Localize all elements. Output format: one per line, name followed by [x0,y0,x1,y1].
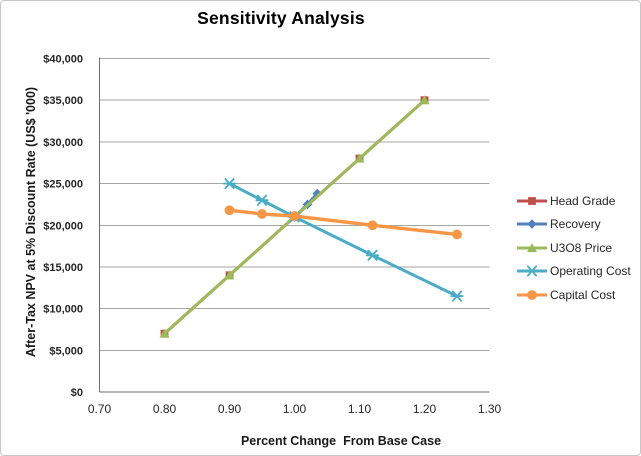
legend-item-operating-cost[interactable]: Operating Cost [516,260,631,284]
x-axis-title: Percent Change From Base Case [240,434,442,448]
legend-item-capital-cost[interactable]: Capital Cost [516,283,631,307]
legend-item-recovery[interactable]: Recovery [516,213,631,237]
circle-marker [289,211,300,221]
y-tick-label: $5,000 [49,345,83,357]
x-tick-label: 1.10 [348,402,372,416]
legend-label-head-grade: Head Grade [550,193,616,208]
legend-label-recovery: Recovery [550,217,601,232]
legend-swatch-capital-cost [517,289,547,300]
triangle-marker [159,328,170,338]
triangle-marker [419,95,430,105]
series-operating-cost [222,178,464,302]
legend-label-capital-cost: Capital Cost [550,287,616,302]
circle-marker [527,289,537,300]
triangle-marker [224,270,235,280]
x-tick-label: 0.80 [153,402,177,416]
legend-swatch-head-grade [517,196,547,205]
triangle-marker [527,242,537,252]
x-tick-label: 0.90 [218,402,242,416]
circle-marker [257,209,267,219]
circle-marker [367,220,378,231]
legend-label-u3o8-price: U3O8 Price [550,240,613,255]
diamond-marker [527,219,537,230]
legend: Head Grade Recovery U3O8 Price Operating Co… [516,189,631,307]
y-tick-label: $0 [71,387,83,399]
chart-title: Sensitivity Analysis [197,8,365,28]
y-tick-label: $25,000 [43,179,83,191]
legend-item-head-grade[interactable]: Head Grade [516,189,631,213]
y-tick-label: $30,000 [43,137,83,149]
x-tick-label: 1.20 [413,402,437,416]
circle-marker [224,205,235,216]
x-tick-label: 0.70 [88,402,112,416]
legend-swatch-recovery [517,219,547,230]
asterisk-marker [224,178,235,190]
legend-swatch-operating-cost [517,265,547,277]
asterisk-marker [451,290,463,302]
square-marker [528,196,536,205]
y-tick-label: $35,000 [43,95,83,107]
y-tick-label: $15,000 [43,262,83,274]
legend-swatch-u3o8-price [517,242,547,252]
asterisk-marker [526,265,538,277]
legend-label-operating-cost: Operating Cost [550,264,631,279]
legend-item-u3o8-price[interactable]: U3O8 Price [516,236,631,260]
y-tick-label: $40,000 [43,54,83,66]
y-tick-label: $10,000 [43,304,83,316]
asterisk-marker [256,194,268,206]
series-capital-cost [224,205,462,240]
circle-marker [452,229,462,240]
x-tick-label: 1.00 [283,402,307,416]
x-tick-label: 1.30 [478,402,502,416]
y-tick-label: $20,000 [43,220,83,232]
asterisk-marker [367,249,378,261]
triangle-marker [354,153,365,163]
